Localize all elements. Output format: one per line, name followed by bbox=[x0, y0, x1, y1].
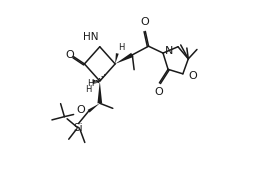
Text: Si: Si bbox=[73, 123, 83, 133]
Text: N: N bbox=[165, 46, 174, 56]
Polygon shape bbox=[115, 53, 133, 64]
Text: H: H bbox=[87, 79, 94, 88]
Polygon shape bbox=[88, 103, 100, 112]
Text: O: O bbox=[188, 71, 197, 81]
Text: HN: HN bbox=[83, 32, 98, 42]
Text: O: O bbox=[155, 87, 163, 97]
Polygon shape bbox=[115, 53, 119, 64]
Polygon shape bbox=[97, 81, 102, 103]
Text: O: O bbox=[76, 105, 85, 115]
Text: O: O bbox=[140, 17, 149, 27]
Text: H: H bbox=[118, 43, 125, 52]
Text: H: H bbox=[85, 85, 91, 94]
Text: O: O bbox=[65, 50, 74, 60]
